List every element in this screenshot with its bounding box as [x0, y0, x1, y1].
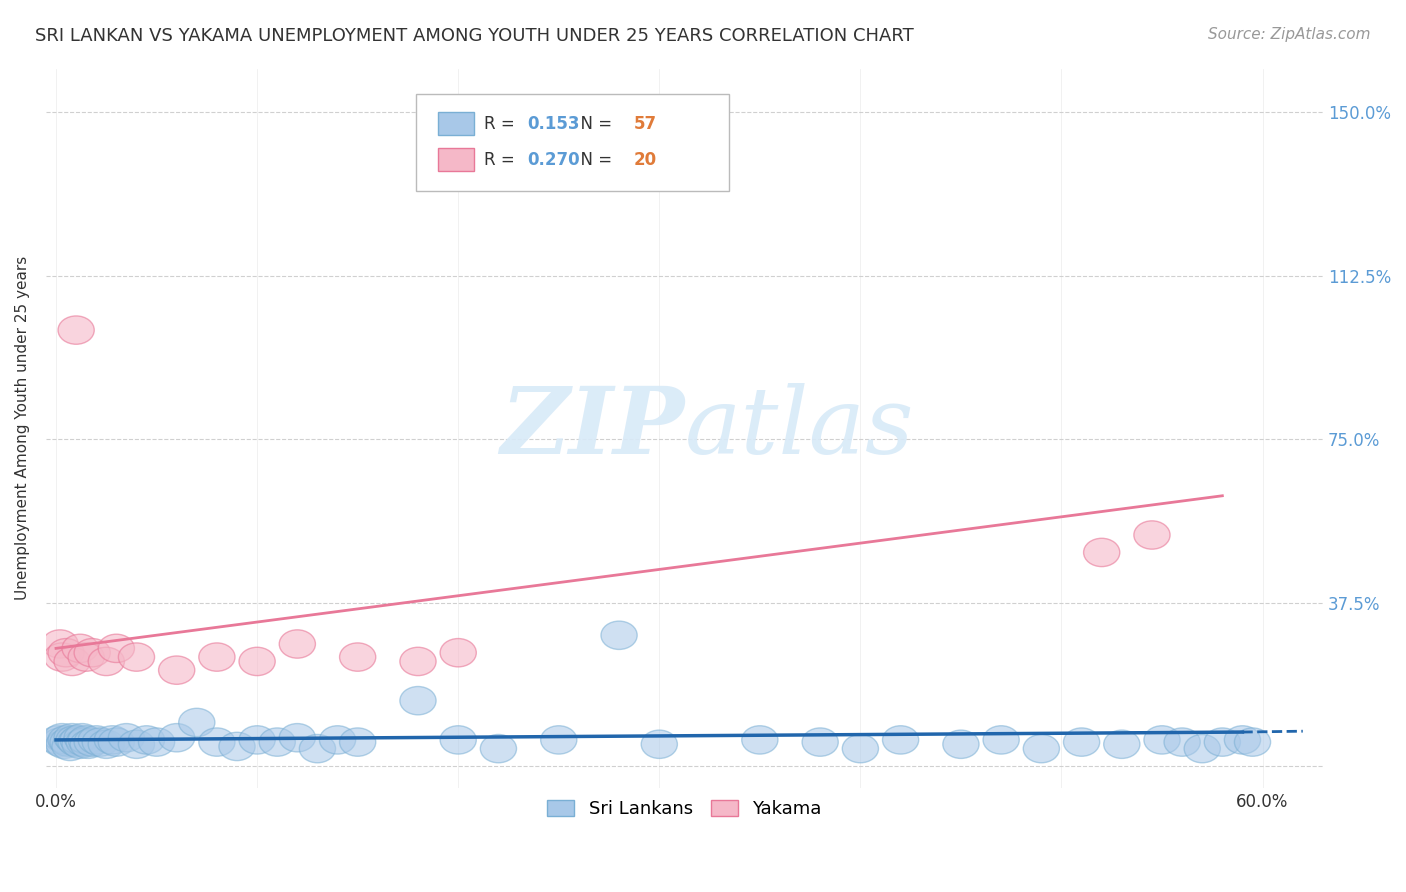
- Ellipse shape: [1104, 730, 1140, 758]
- Text: 0.270: 0.270: [527, 151, 581, 169]
- Ellipse shape: [801, 728, 838, 756]
- Ellipse shape: [943, 730, 979, 758]
- Ellipse shape: [1024, 734, 1060, 763]
- Ellipse shape: [108, 723, 145, 752]
- Ellipse shape: [159, 656, 195, 684]
- Ellipse shape: [842, 734, 879, 763]
- Ellipse shape: [60, 726, 96, 754]
- Ellipse shape: [340, 728, 375, 756]
- Ellipse shape: [138, 728, 174, 756]
- Ellipse shape: [1144, 726, 1180, 754]
- Ellipse shape: [44, 723, 80, 752]
- Ellipse shape: [1205, 728, 1240, 756]
- Text: ZIP: ZIP: [501, 384, 685, 473]
- Ellipse shape: [75, 728, 110, 756]
- Ellipse shape: [198, 728, 235, 756]
- Text: R =: R =: [484, 151, 520, 169]
- Ellipse shape: [280, 723, 315, 752]
- Text: SRI LANKAN VS YAKAMA UNEMPLOYMENT AMONG YOUTH UNDER 25 YEARS CORRELATION CHART: SRI LANKAN VS YAKAMA UNEMPLOYMENT AMONG …: [35, 27, 914, 45]
- Ellipse shape: [1164, 728, 1201, 756]
- Ellipse shape: [440, 639, 477, 667]
- Ellipse shape: [98, 634, 135, 663]
- Ellipse shape: [299, 734, 336, 763]
- Ellipse shape: [600, 621, 637, 649]
- Ellipse shape: [128, 726, 165, 754]
- Ellipse shape: [1234, 728, 1271, 756]
- Ellipse shape: [67, 726, 104, 754]
- Ellipse shape: [159, 723, 195, 752]
- Ellipse shape: [58, 316, 94, 344]
- Ellipse shape: [94, 726, 131, 754]
- Ellipse shape: [883, 726, 918, 754]
- Ellipse shape: [82, 728, 118, 756]
- Ellipse shape: [62, 730, 98, 758]
- Text: N =: N =: [569, 115, 617, 133]
- Ellipse shape: [440, 726, 477, 754]
- Ellipse shape: [399, 648, 436, 675]
- Y-axis label: Unemployment Among Youth under 25 years: Unemployment Among Youth under 25 years: [15, 256, 30, 600]
- Ellipse shape: [179, 708, 215, 737]
- Ellipse shape: [89, 730, 124, 758]
- Ellipse shape: [62, 634, 98, 663]
- Ellipse shape: [1184, 734, 1220, 763]
- Ellipse shape: [48, 639, 84, 667]
- Ellipse shape: [1225, 726, 1261, 754]
- Ellipse shape: [259, 728, 295, 756]
- Text: 57: 57: [633, 115, 657, 133]
- Ellipse shape: [46, 730, 82, 758]
- Text: 0.153: 0.153: [527, 115, 579, 133]
- Ellipse shape: [118, 643, 155, 672]
- Legend: Sri Lankans, Yakama: Sri Lankans, Yakama: [540, 793, 830, 826]
- Text: R =: R =: [484, 115, 520, 133]
- Ellipse shape: [52, 732, 89, 761]
- Ellipse shape: [39, 726, 76, 754]
- Bar: [439, 148, 474, 171]
- Ellipse shape: [75, 639, 110, 667]
- Text: Source: ZipAtlas.com: Source: ZipAtlas.com: [1208, 27, 1371, 42]
- Ellipse shape: [89, 648, 124, 675]
- Ellipse shape: [280, 630, 315, 658]
- Ellipse shape: [742, 726, 778, 754]
- Ellipse shape: [641, 730, 678, 758]
- FancyBboxPatch shape: [416, 94, 730, 191]
- Bar: [439, 112, 474, 136]
- Ellipse shape: [67, 643, 104, 672]
- Ellipse shape: [53, 648, 90, 675]
- Text: N =: N =: [569, 151, 617, 169]
- Ellipse shape: [53, 723, 90, 752]
- Ellipse shape: [70, 730, 107, 758]
- Ellipse shape: [541, 726, 576, 754]
- Text: 20: 20: [633, 151, 657, 169]
- Ellipse shape: [48, 726, 84, 754]
- Ellipse shape: [219, 732, 254, 761]
- Ellipse shape: [65, 723, 100, 752]
- Ellipse shape: [1133, 521, 1170, 549]
- Ellipse shape: [42, 630, 79, 658]
- Ellipse shape: [44, 643, 80, 672]
- Ellipse shape: [1063, 728, 1099, 756]
- Ellipse shape: [51, 728, 86, 756]
- Ellipse shape: [319, 726, 356, 754]
- Ellipse shape: [340, 643, 375, 672]
- Text: atlas: atlas: [685, 384, 914, 473]
- Ellipse shape: [198, 643, 235, 672]
- Ellipse shape: [98, 728, 135, 756]
- Ellipse shape: [58, 728, 94, 756]
- Ellipse shape: [1084, 538, 1119, 566]
- Ellipse shape: [983, 726, 1019, 754]
- Ellipse shape: [56, 726, 93, 754]
- Ellipse shape: [239, 726, 276, 754]
- Ellipse shape: [481, 734, 516, 763]
- Ellipse shape: [79, 726, 114, 754]
- Ellipse shape: [399, 687, 436, 714]
- Ellipse shape: [42, 728, 79, 756]
- Ellipse shape: [239, 648, 276, 675]
- Ellipse shape: [66, 728, 103, 756]
- Ellipse shape: [118, 730, 155, 758]
